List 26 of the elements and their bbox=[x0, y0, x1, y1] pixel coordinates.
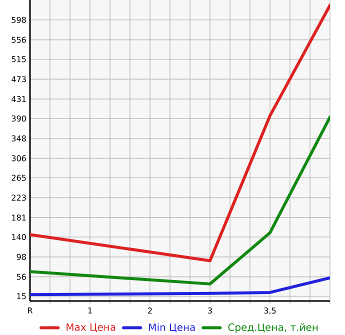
legend-label: Max Цена bbox=[66, 323, 116, 332]
y-tick-label: 598 bbox=[12, 16, 26, 23]
line-series bbox=[30, 276, 330, 296]
line-series bbox=[30, 4, 330, 262]
y-tick-label: 223 bbox=[12, 194, 26, 201]
y-tick-label: 98 bbox=[16, 254, 26, 260]
x-tick-label: 3 bbox=[208, 308, 212, 314]
y-tick-label: 515 bbox=[12, 56, 26, 62]
y-tick-label: 431 bbox=[12, 96, 26, 102]
legend-label: Min Цена bbox=[149, 323, 195, 332]
legend-label: Сред.Цена, т.йен bbox=[228, 323, 318, 333]
y-tick-label: 348 bbox=[12, 135, 26, 142]
y-tick-label: 473 bbox=[12, 76, 26, 82]
y-tick-label: 306 bbox=[12, 155, 26, 162]
line-series bbox=[30, 116, 330, 286]
y-tick-label: 15 bbox=[17, 293, 26, 300]
x-tick-label: 1 bbox=[88, 308, 92, 314]
y-tick-label: 140 bbox=[12, 234, 26, 240]
x-tick-label: R bbox=[28, 308, 33, 314]
y-tick-label: 556 bbox=[12, 36, 26, 43]
y-tick-label: 265 bbox=[12, 174, 26, 181]
y-tick-label: 181 bbox=[12, 214, 26, 221]
x-tick-label: 2 bbox=[148, 308, 152, 314]
y-tick-label: 390 bbox=[12, 115, 26, 122]
x-tick-label: 3,5 bbox=[264, 308, 276, 314]
y-tick-label: 56 bbox=[16, 274, 26, 280]
